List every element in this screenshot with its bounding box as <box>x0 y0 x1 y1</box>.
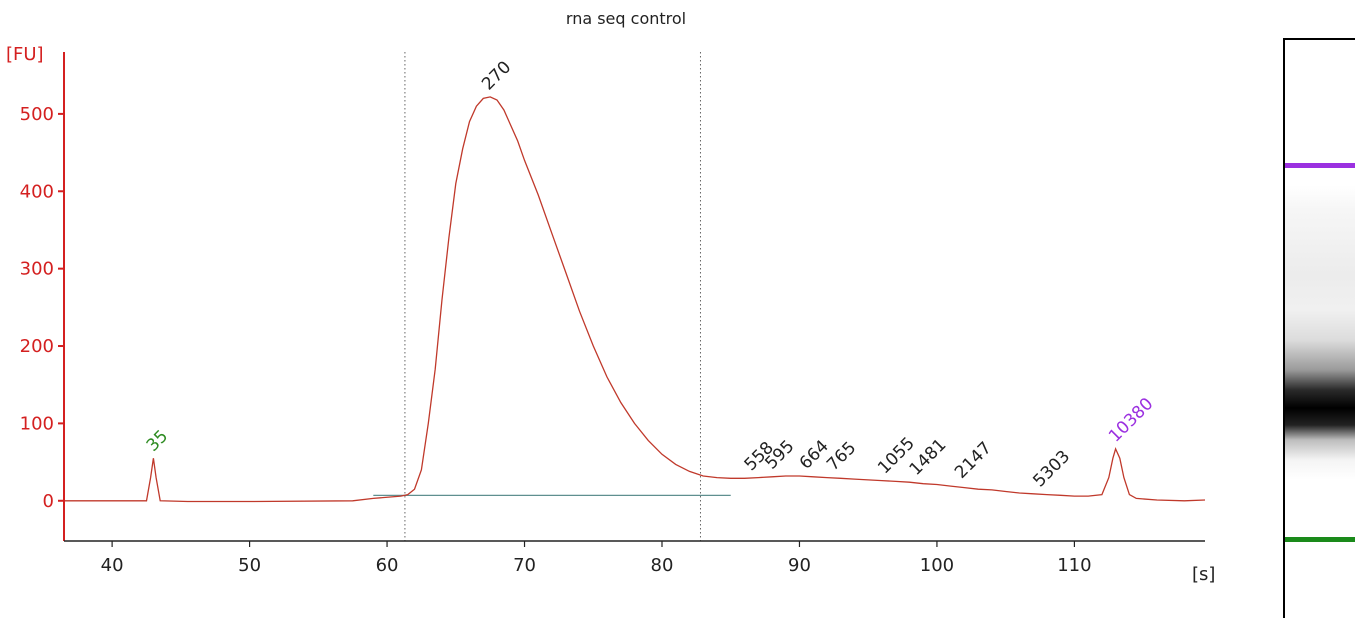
chart-title: rna seq control <box>566 9 686 28</box>
gel-image-lane <box>1283 38 1355 618</box>
peak-label: 270 <box>478 57 515 94</box>
y-tick-label: 0 <box>43 491 54 512</box>
peak-label: 664 <box>796 436 833 473</box>
x-axis-unit: [s] <box>1192 564 1215 585</box>
electropherogram-chart: rna seq control [FU] [s] 0 100 200 300 400 50… <box>6 9 1215 585</box>
x-tick-label: 40 <box>101 555 124 576</box>
upper-marker-band <box>1285 163 1355 168</box>
fluorescence-trace <box>64 96 1206 503</box>
y-tick-label: 500 <box>20 104 54 125</box>
x-tick-label: 80 <box>651 555 674 576</box>
x-tick-label: 50 <box>238 555 261 576</box>
y-axis-unit: [FU] <box>6 44 44 65</box>
x-tick-label: 90 <box>788 555 811 576</box>
peak-label: 5303 <box>1029 447 1074 492</box>
peak-label: 35 <box>143 426 172 455</box>
region-markers <box>404 52 701 541</box>
axes: 0 100 200 300 400 500 40 50 60 70 80 90 100 110 <box>20 52 1205 576</box>
x-tick-label: 100 <box>920 555 954 576</box>
y-tick-label: 200 <box>20 336 54 357</box>
peak-label: 10380 <box>1105 394 1157 446</box>
y-tick-label: 100 <box>20 413 54 434</box>
x-tick-label: 70 <box>513 555 536 576</box>
peak-label: 765 <box>823 438 860 475</box>
y-tick-label: 400 <box>20 181 54 202</box>
lower-marker-band <box>1285 537 1355 542</box>
peak-label: 2147 <box>951 438 996 483</box>
x-tick-label: 60 <box>376 555 399 576</box>
x-tick-label: 110 <box>1057 555 1091 576</box>
y-tick-label: 300 <box>20 259 54 280</box>
